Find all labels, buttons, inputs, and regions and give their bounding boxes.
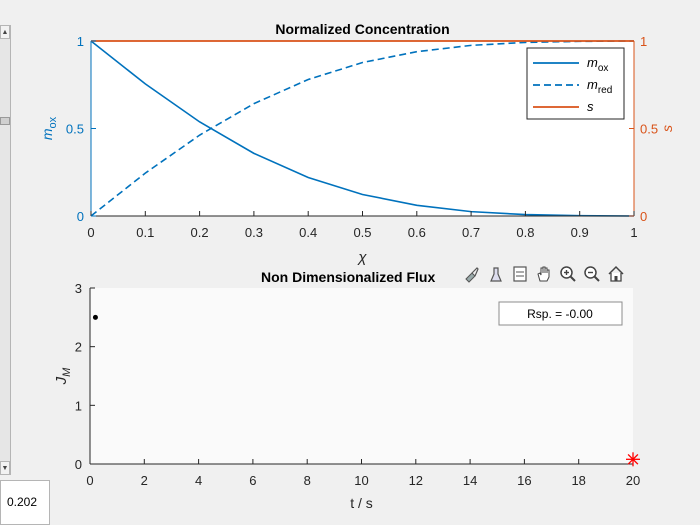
pan-icon[interactable] [532,262,556,286]
x-tick-label-2: 16 [517,473,531,488]
x-tick-label-1: 0.7 [462,225,480,240]
x-tick-label-2: 6 [249,473,256,488]
data-point-star [626,452,640,467]
star-stroke [627,453,639,465]
slider-up-arrow[interactable]: ▲ [0,25,10,39]
y-tick-label-right-1: 0 [640,209,647,224]
x-tick-label-1: 0.5 [353,225,371,240]
x-tick-label-2: 14 [463,473,477,488]
home-icon[interactable] [604,262,628,286]
zoom-out-icon[interactable] [580,262,604,286]
x-tick-label-2: 10 [354,473,368,488]
x-tick-label-2: 0 [86,473,93,488]
zoom-in-icon[interactable] [556,262,580,286]
legend-icon[interactable] [508,262,532,286]
y-axis-label-2: JM [53,367,73,386]
legend-label-0: mox [587,55,608,74]
annotation-text: Rsp. = -0.00 [527,307,593,321]
data-tips-icon[interactable] [484,262,508,286]
y-tick-label-2: 2 [75,340,82,355]
concentration-chart: 0 0.1 0.2 0.3 0.4 0.5 0.6 0.7 0.8 0.9 100.5100.51N… [39,21,675,266]
y-tick-label-2: 0 [75,457,82,472]
x-tick-label-1: 0.6 [408,225,426,240]
series-line-m-red [90,40,635,217]
x-axis-label-2: t / s [350,495,373,511]
y-tick-label-2: 3 [75,281,82,296]
slider-thumb[interactable] [0,117,10,125]
y-tick-label-left-1: 0.5 [66,122,84,137]
slider-down-arrow[interactable]: ▼ [0,461,10,475]
data-point-dot [92,314,98,320]
y-tick-label-right-1: 0.5 [640,122,658,137]
x-tick-label-1: 0.9 [571,225,589,240]
time-slider[interactable]: ▲ ▼ [0,25,11,475]
x-axis-label-1: χ [356,249,367,266]
chart-title-1: Normalized Concentration [275,21,449,37]
x-tick-label-2: 8 [304,473,311,488]
y-tick-label-left-1: 0 [77,209,84,224]
x-tick-label-1: 0.1 [136,225,154,240]
y-tick-label-left-1: 1 [77,34,84,49]
x-tick-label-1: 0.8 [516,225,534,240]
y-tick-label-2: 1 [75,398,82,413]
x-tick-label-2: 2 [141,473,148,488]
axes-toolbar [460,262,628,286]
x-tick-label-2: 20 [626,473,640,488]
x-tick-label-1: 0.3 [245,225,263,240]
brush-icon[interactable] [460,262,484,286]
y-tick-label-right-1: 1 [640,34,647,49]
x-tick-label-2: 18 [571,473,585,488]
legend-label-1: mred [587,77,612,96]
y-axis-label-right-1: s [659,125,675,132]
x-tick-label-1: 0 [87,225,94,240]
legend-label-2: s [587,99,594,114]
x-tick-label-1: 1 [630,225,637,240]
chart-title-2: Non Dimensionalized Flux [261,269,435,285]
legend-box-1 [526,47,625,120]
x-tick-label-1: 0.2 [191,225,209,240]
x-tick-label-2: 4 [195,473,202,488]
x-tick-label-1: 0.4 [299,225,317,240]
series-line-m-ox [90,40,635,217]
annotation-box [498,301,623,326]
y-axis-label-left-1: mox [39,116,59,140]
x-tick-label-2: 12 [409,473,423,488]
